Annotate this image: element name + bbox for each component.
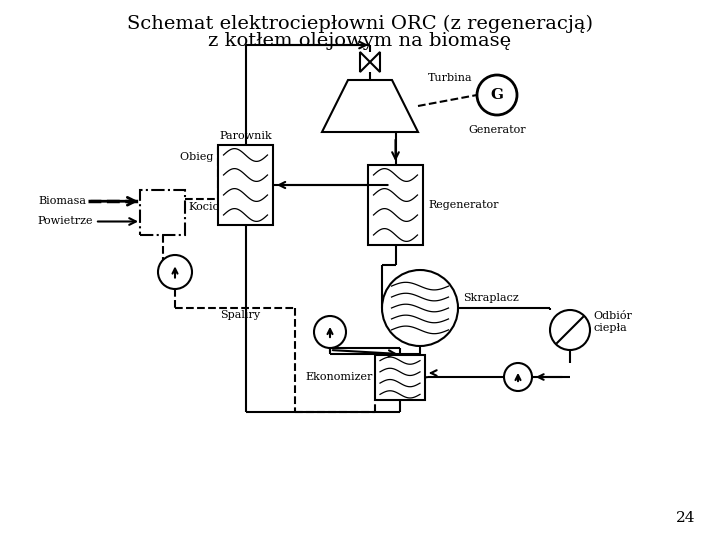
Text: Spaliry: Spaliry [220,310,260,320]
Text: Turbina: Turbina [428,73,472,83]
Text: G: G [490,88,503,102]
Text: Powietrze: Powietrze [37,217,93,226]
Bar [375,355,425,400]
Circle shape [504,363,532,391]
Bar [368,165,423,245]
Text: Skraplacz: Skraplacz [463,293,518,303]
Circle shape [314,316,346,348]
Text: Parownik: Parownik [219,131,272,141]
Text: 24: 24 [675,511,695,525]
Circle shape [158,255,192,289]
Text: Odbiór
ciepła: Odbiór ciepła [593,311,632,333]
Text: Kocioł: Kocioł [188,202,223,213]
Text: Regenerator: Regenerator [428,200,498,210]
Polygon shape [370,52,380,72]
Circle shape [382,270,458,346]
Bar [140,190,185,235]
Text: Schemat elektrociepłowni ORC (z regeneracją): Schemat elektrociepłowni ORC (z regenera… [127,15,593,33]
Polygon shape [322,80,418,132]
Text: Ekonomizer: Ekonomizer [305,373,373,382]
Text: Generator: Generator [468,125,526,135]
Text: z kotłem olejowym na biomasę: z kotłem olejowym na biomasę [208,32,512,50]
Polygon shape [360,52,370,72]
Text: Obieg olejowy: Obieg olejowy [180,152,259,162]
Circle shape [477,75,517,115]
Circle shape [550,310,590,350]
Bar [218,145,273,225]
Text: Biomasa: Biomasa [38,196,86,206]
